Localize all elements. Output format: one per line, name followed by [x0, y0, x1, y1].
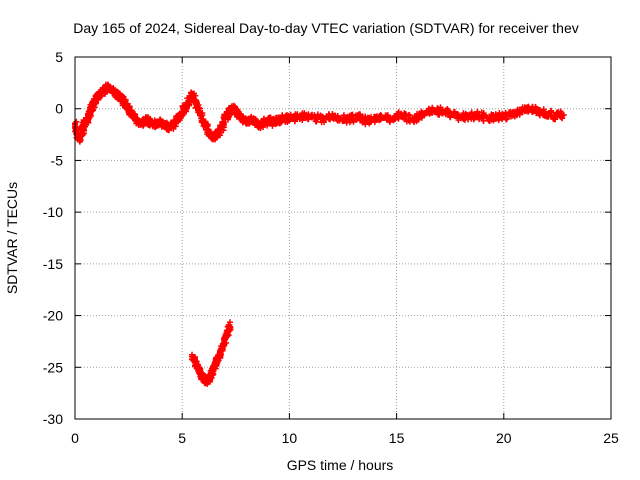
data-marker	[220, 120, 227, 127]
y-axis-label: SDTVAR / TECUs	[4, 182, 20, 294]
data-marker	[313, 118, 320, 125]
data-point	[226, 321, 233, 328]
y-tick-label: -25	[43, 359, 63, 375]
y-tick-label: -30	[43, 411, 63, 427]
data-marker	[402, 110, 409, 117]
y-tick-label: -20	[43, 308, 63, 324]
data-marker	[495, 117, 502, 124]
data-marker	[533, 105, 540, 112]
x-tick-label: 10	[282, 430, 298, 446]
axis-ticks: 0 5 10 15 20 25 5 0 -5 -10 -15 -20 -25 -30	[43, 49, 619, 446]
data-marker	[223, 339, 230, 346]
data-marker	[198, 112, 205, 119]
x-tick-label: 15	[389, 430, 405, 446]
y-tick-label: -5	[51, 152, 64, 168]
x-tick-label: 25	[603, 430, 619, 446]
series-main-track	[72, 81, 567, 145]
data-marker	[480, 117, 487, 124]
data-point	[560, 111, 567, 118]
data-marker	[231, 103, 238, 110]
data-marker	[447, 113, 454, 120]
y-tick-label: -10	[43, 204, 63, 220]
data-marker	[72, 123, 79, 130]
data-marker	[132, 113, 139, 120]
data-marker	[559, 115, 566, 122]
data-marker	[288, 114, 295, 121]
data-marker	[552, 116, 559, 123]
plot-frame	[74, 56, 612, 420]
y-tick-label: -15	[43, 256, 63, 272]
data-marker	[406, 112, 413, 119]
x-tick-label: 20	[496, 430, 512, 446]
data-marker	[436, 111, 443, 118]
data-marker	[394, 114, 401, 121]
y-tick-label: 0	[55, 101, 63, 117]
series-lower-track	[189, 319, 234, 388]
data-marker	[340, 112, 347, 119]
data-marker	[476, 116, 483, 123]
x-tick-label: 5	[178, 430, 186, 446]
data-marker	[78, 131, 85, 138]
data-marker	[503, 115, 510, 122]
data-marker	[121, 97, 128, 104]
data-marker	[544, 113, 551, 120]
x-axis-label: GPS time / hours	[287, 457, 394, 473]
chart-title: Day 165 of 2024, Sidereal Day-to-day VTE…	[73, 20, 579, 36]
data-marker	[444, 105, 451, 112]
data-series	[72, 81, 567, 388]
x-tick-label: 0	[71, 430, 79, 446]
data-marker	[470, 116, 477, 123]
y-tick-label: 5	[55, 49, 63, 65]
